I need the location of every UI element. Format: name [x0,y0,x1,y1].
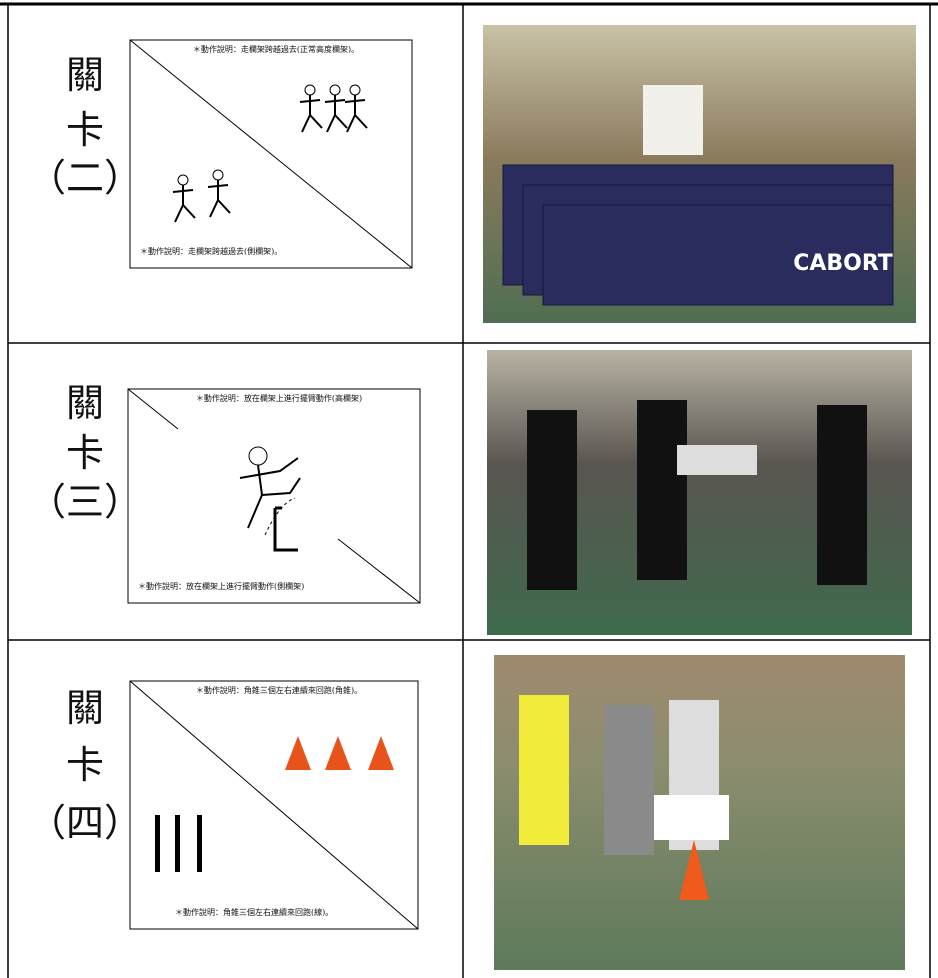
line-marker [155,815,160,872]
stage-label: 卡 [66,743,104,787]
figure-body [239,457,301,529]
caption-top: ＊動作說明：走欄架跨越過去(正常高度欄架)。 [193,44,359,54]
figure-body [207,180,231,218]
stage-label: （三） [28,480,142,524]
cone [368,736,394,770]
table-row: 關卡 （三） ＊動作說明：放在欄架上進行擺臂動作(高欄架) ＊動作說明：放在欄架上進行… [28,350,912,635]
photo-person [643,85,703,155]
photo-person [527,410,577,590]
stage-label: （四） [28,801,142,845]
caption-top: ＊動作說明：放在欄架上進行擺臂動作(高欄架) [196,393,362,403]
caption-bottom: ＊動作說明：角錐三個左右連續來回跑(線)。 [175,907,333,917]
stage-label: （二） [28,156,142,200]
diagonal [337,538,421,604]
figure-body [299,95,323,133]
diagram-box [127,388,421,604]
photo-hurdle [677,445,757,475]
diagonal [129,680,419,930]
stage-label: 關 [66,381,104,425]
table-row: 關卡（二） ＊動作說明：走欄架跨越過去(正常高度欄架)。 ＊動作說明：走欄架跨越過去… [28,25,916,323]
stage-label: 關 [66,686,104,730]
stage-label: 關 [66,53,104,97]
diagonal [129,39,413,269]
photo-text: CABORT [793,251,893,276]
cone [325,736,351,770]
figure-body [344,95,368,133]
photo-person [519,695,569,845]
diagonal [127,388,179,430]
photo-person [637,400,687,580]
stage-label: 卡 [66,108,104,152]
photo-person [817,405,867,585]
photo-hurdle [542,204,894,306]
stage-label: 卡 [66,431,104,475]
cone [285,736,311,770]
line-marker [175,815,180,872]
photo-sign [654,795,729,840]
figure-body [324,95,348,133]
caption-top: ＊動作說明：角錐三個左右連續來回跑(角錐)。 [196,685,362,695]
caption-bottom: ＊動作說明：放在欄架上進行擺臂動作(側欄架) [138,581,304,591]
photo-cone [679,840,709,900]
photo-person [604,705,654,855]
line-marker [197,815,202,872]
table-row: 關卡 （四） ＊動作說明：角錐三個左右連續來回跑(角錐)。 ＊動作說明：角錐三個左右連… [28,655,905,970]
figure-body [172,185,196,223]
caption-bottom: ＊動作說明：走欄架跨越過去(側欄架)。 [140,246,282,256]
